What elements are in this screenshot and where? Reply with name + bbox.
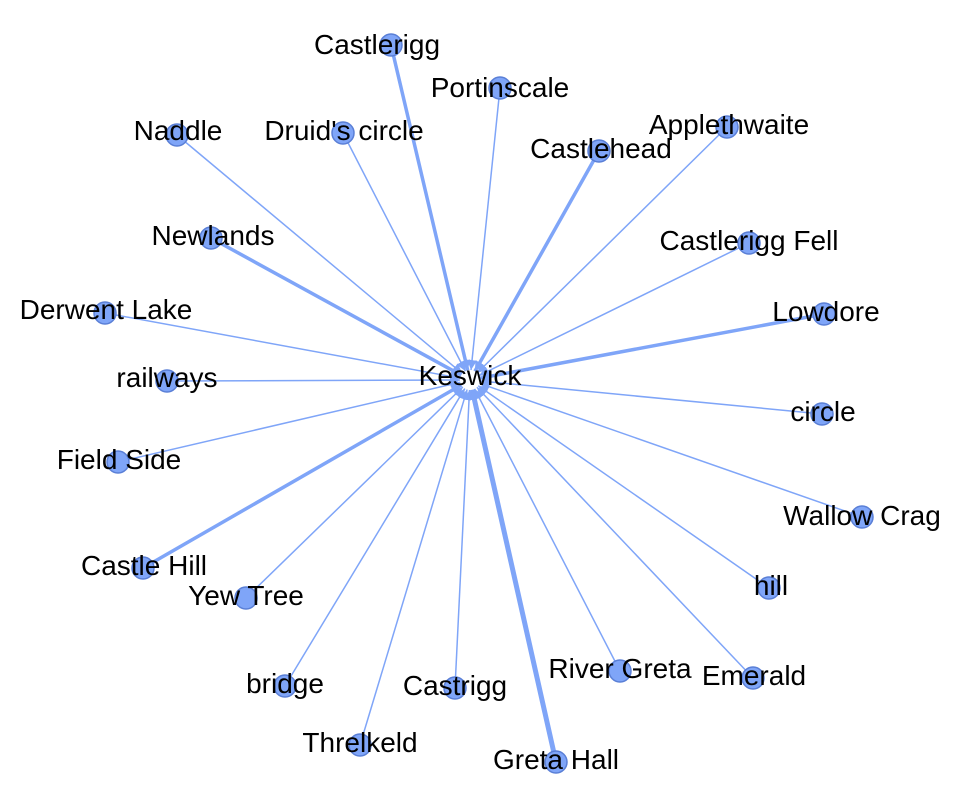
- node-circle[interactable]: [810, 402, 834, 426]
- node-river-greta[interactable]: [608, 659, 632, 683]
- node-label-castlerigg: Castlerigg: [314, 29, 440, 60]
- node-castrigg[interactable]: [443, 676, 467, 700]
- node-label-castlerigg-fell: Castlerigg Fell: [660, 225, 839, 256]
- edge-wallow-crag-to-keswick: [479, 381, 863, 518]
- edge-emerald-to-keswick: [476, 386, 754, 679]
- node-railways[interactable]: [155, 369, 179, 393]
- node-emerald[interactable]: [741, 666, 765, 690]
- edge-yew-tree-to-keswick: [245, 386, 464, 599]
- edge-derwent-lake-to-keswick: [104, 312, 461, 382]
- edge-railways-to-keswick: [166, 375, 461, 386]
- label-layer: Keswick Castlerigg Portinscale Naddle Druid…: [20, 29, 941, 775]
- node-newlands[interactable]: [199, 226, 223, 250]
- node-derwent-lake[interactable]: [93, 301, 117, 325]
- node-label-circle: circle: [790, 396, 855, 427]
- edge-druids-circle-to-keswick: [342, 132, 467, 372]
- node-layer: [93, 33, 874, 774]
- edge-greta-hall-to-keswick: [469, 389, 559, 763]
- node-druids-circle[interactable]: [331, 121, 355, 145]
- center-node-label: Keswick: [419, 360, 523, 391]
- node-applethwaite[interactable]: [715, 115, 739, 139]
- node-label-applethwaite: Applethwaite: [649, 109, 809, 140]
- edge-field-side-to-keswick: [117, 379, 461, 463]
- node-label-threlkeld: Threlkeld: [302, 727, 417, 758]
- node-label-druids-circle: Druid's circle: [264, 115, 423, 146]
- node-yew-tree[interactable]: [234, 586, 258, 610]
- edge-portinscale-to-keswick: [467, 87, 501, 371]
- node-label-castrigg: Castrigg: [403, 670, 507, 701]
- edge-river-greta-to-keswick: [473, 388, 621, 672]
- node-hill[interactable]: [757, 576, 781, 600]
- node-label-lowdore: Lowdore: [772, 296, 879, 327]
- edge-circle-to-keswick: [479, 376, 823, 415]
- edge-newlands-to-keswick: [210, 236, 463, 377]
- edge-castlehead-to-keswick: [473, 150, 601, 373]
- edge-bridge-to-keswick: [284, 388, 466, 687]
- node-label-greta-hall: Greta Hall: [493, 744, 619, 775]
- node-label-naddle: Naddle: [134, 115, 223, 146]
- node-label-wallow-crag: Wallow Crag: [783, 500, 941, 531]
- node-label-emerald: Emerald: [702, 660, 806, 691]
- edge-naddle-to-keswick: [176, 134, 463, 375]
- edge-applethwaite-to-keswick: [476, 126, 728, 374]
- node-label-railways: railways: [116, 362, 217, 393]
- node-label-portinscale: Portinscale: [431, 72, 570, 103]
- node-label-field-side: Field Side: [57, 444, 182, 475]
- edge-castlerigg-to-keswick: [389, 44, 471, 371]
- edge-castlerigg-fell-to-keswick: [478, 242, 750, 377]
- edge-castrigg-to-keswick: [454, 389, 475, 689]
- node-label-hill: hill: [754, 570, 788, 601]
- node-castlerigg[interactable]: [379, 33, 403, 57]
- node-label-newlands: Newlands: [152, 220, 275, 251]
- node-greta-hall[interactable]: [544, 750, 568, 774]
- node-castle-hill[interactable]: [131, 556, 155, 580]
- node-label-river-greta: River Greta: [548, 653, 692, 684]
- node-castlerigg-fell[interactable]: [737, 231, 761, 255]
- node-naddle[interactable]: [165, 123, 189, 147]
- edge-threlkeld-to-keswick: [359, 389, 470, 746]
- node-bridge[interactable]: [273, 674, 297, 698]
- node-label-castlehead: Castlehead: [530, 133, 672, 164]
- edge-layer: [104, 44, 863, 763]
- edge-lowdore-to-keswick: [479, 312, 825, 382]
- edge-castle-hill-to-keswick: [142, 383, 463, 570]
- node-label-derwent-lake: Derwent Lake: [20, 294, 193, 325]
- node-portinscale[interactable]: [488, 76, 512, 100]
- node-lowdore[interactable]: [812, 302, 836, 326]
- edge-hill-to-keswick: [477, 385, 770, 589]
- node-field-side[interactable]: [106, 450, 130, 474]
- node-label-bridge: bridge: [246, 668, 324, 699]
- node-castlehead[interactable]: [587, 139, 611, 163]
- node-threlkeld[interactable]: [348, 733, 372, 757]
- node-wallow-crag[interactable]: [850, 505, 874, 529]
- node-label-yew-tree: Yew Tree: [188, 580, 304, 611]
- node-label-castle-hill: Castle Hill: [81, 550, 207, 581]
